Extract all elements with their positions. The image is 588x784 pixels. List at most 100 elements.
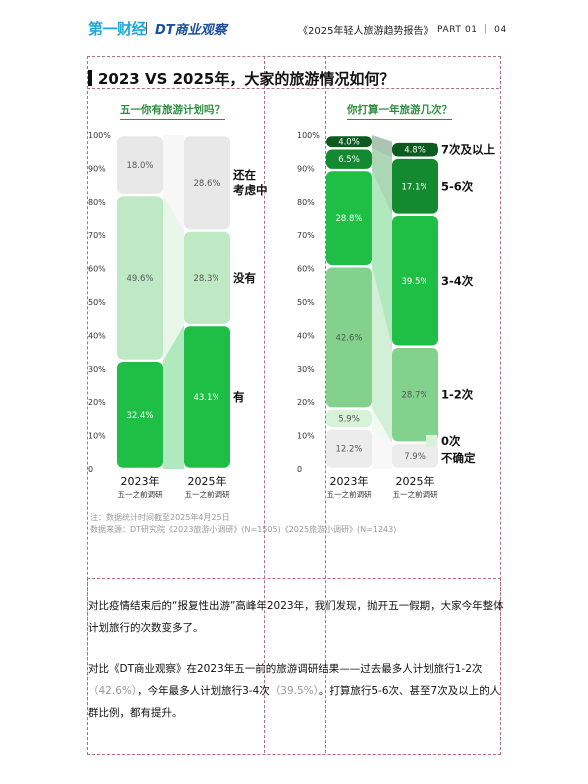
chart1-category-1: 2025年 (188, 474, 227, 488)
chart1-ytick-4: 40% (88, 331, 106, 340)
paragraph-2-pct2: （39.5%） (269, 685, 319, 697)
chart2-bar-0-0 (326, 429, 372, 468)
chart2-value-label-1-0: 7.9% (404, 452, 426, 462)
paragraph-2-part1: 对比《DT商业观察》在2023年五一前的旅游调研结果——过去最多人计划旅行1-2… (88, 663, 483, 675)
chart2-value-label-1-2: 28.7% (401, 391, 428, 401)
chart2-title: 你打算一年旅游几次？ (347, 102, 452, 120)
chart1-bar-1-2 (184, 136, 230, 230)
chart2-band-0 (372, 428, 392, 469)
chart2-ytick-10: 100% (297, 131, 320, 140)
chart1-band-2 (163, 135, 184, 231)
chart2-value-label-0-5: 4.0% (338, 138, 360, 148)
chart1-band-1 (163, 195, 184, 361)
chart1-category-sub-0: 五一之前调研 (118, 489, 163, 499)
chart2-bar-0-3 (326, 171, 372, 266)
chart2-bar-1-4 (392, 158, 438, 214)
chart2-category-sub-0: 五一之前调研 (327, 489, 372, 499)
chart2-legend-label-2: 3-4次 (441, 274, 474, 288)
chart1-bar-0-1 (117, 196, 163, 360)
chart1-value-label-0-0: 32.4% (126, 411, 153, 421)
chart2-bar-1-3 (392, 216, 438, 346)
chart1-legend-label2-0: 考虑中 (233, 183, 268, 197)
paragraph-1: 对比疫情结束后的“报复性出游”高峰年2023年，我们发现，抛开五一假期，大家今年… (88, 600, 504, 634)
chart1-value-label-1-0: 43.1% (193, 393, 220, 403)
chart2-bar-0-1 (326, 409, 372, 428)
chart1-ytick-10: 100% (88, 131, 111, 140)
note-source: 数据来源：DT研究院《2023旅游小调研》(N=1505)《2025旅游小调研》… (90, 525, 397, 534)
chart2-ytick-0: 0 (297, 465, 302, 474)
chart2-category-1: 2025年 (396, 474, 435, 488)
chart1-bar-1-1 (184, 231, 230, 324)
chart2-ytick-4: 40% (297, 331, 315, 340)
yicai-logo: 第一财经 (88, 20, 147, 38)
chart1-ytick-6: 60% (88, 265, 106, 274)
chart1-legend-label-2: 有 (233, 390, 245, 404)
chart1-value-label-0-2: 18.0% (126, 161, 153, 171)
chart1-legend-swatch-0 (218, 169, 229, 180)
chart1-ytick-0: 0 (88, 465, 93, 474)
section-title: 2023 VS 2025年，大家的旅游情况如何？ (88, 68, 394, 89)
chart1-ytick-7: 70% (88, 231, 106, 240)
chart1-category-sub-1: 五一之前调研 (185, 489, 230, 499)
chart1-value-label-0-1: 49.6% (126, 274, 153, 284)
chart1-ytick-2: 20% (88, 398, 106, 407)
chart2-band-2 (372, 266, 392, 443)
chart2-ytick-9: 90% (297, 164, 315, 173)
chart2-bar-0-2 (326, 267, 372, 408)
chart2-legend-label-0: 7次及以上 (441, 143, 496, 157)
chart2-value-label-1-5: 4.8% (404, 146, 426, 156)
chart2-legend-label-5: 不确定 (441, 451, 476, 465)
chart2-legend-label-3: 1-2次 (441, 388, 474, 402)
chart1-bar-1-0 (184, 326, 230, 468)
chart1-category-0: 2023年 (121, 474, 160, 488)
chart1-legend-swatch-1 (218, 271, 229, 283)
chart2-value-label-0-4: 6.5% (338, 155, 360, 165)
chart2-value-label-0-2: 42.6% (335, 333, 362, 343)
chart2-ytick-2: 20% (297, 398, 315, 407)
chart2-value-label-0-0: 12.2% (335, 445, 362, 455)
chart2-band-4 (372, 148, 392, 215)
chart2-band-1 (372, 408, 392, 443)
chart2-band-5 (372, 135, 392, 158)
chart1-bar-0-2 (117, 136, 163, 194)
chart2-legend-swatch-1 (426, 180, 437, 192)
chart1-bar-0-0 (117, 361, 163, 468)
chart1-ytick-8: 80% (88, 198, 106, 207)
chart2-value-label-1-4: 17.1% (401, 182, 428, 192)
chart2-bar-0-4 (326, 149, 372, 169)
chart2-ytick-6: 60% (297, 265, 315, 274)
chart1-ytick-1: 10% (88, 432, 106, 441)
chart2-bar-1-2 (392, 347, 438, 442)
chart2-ytick-7: 70% (297, 231, 315, 240)
paragraph-2: 对比《DT商业观察》在2023年五一前的旅游调研结果——过去最多人计划旅行1-2… (88, 658, 506, 724)
paragraph-2-part3: 。打算旅行5-6次、甚至7次及以上的人群比例，都有提升。 (88, 685, 501, 719)
chart2-bar-0-5 (326, 136, 372, 148)
chart2-legend-label-4: 0次 (441, 434, 461, 448)
charts-svg: 0 10% 20% 30% 40% 50% 60% 70% 80% 90% 100% 32.4% 49.… (88, 131, 496, 499)
chart2-legend-label-1: 5-6次 (441, 179, 474, 193)
chart2-legend-swatch-4 (426, 435, 437, 446)
chart2-ytick-8: 80% (297, 198, 315, 207)
chart2-ytick-1: 10% (297, 432, 315, 441)
chart1-legend-swatch-2 (218, 391, 229, 403)
page-header: 第一财经 DT商业观察 《2025年轻人旅游趋势报告》 PART 01 ｜ 04 (0, 0, 588, 50)
chart2-category-0: 2023年 (330, 474, 369, 488)
chart1-band-0 (163, 325, 184, 469)
report-title: 《2025年轻人旅游趋势报告》 (298, 26, 434, 37)
chart1-ytick-9: 90% (88, 164, 106, 173)
logo-divider (146, 22, 147, 34)
chart2-value-label-1-3: 39.5% (401, 277, 428, 287)
chart1-legend-label-0: 还在 (232, 168, 256, 182)
chart1-ytick-3: 30% (88, 365, 106, 374)
chart1-value-label-1-2: 28.6% (193, 179, 220, 189)
chart2-band-3 (372, 170, 392, 347)
chart2-ytick-3: 30% (297, 365, 315, 374)
chart2-legend-swatch-5 (426, 452, 437, 463)
chart2-value-label-0-1: 5.9% (338, 414, 360, 424)
note-date: 注：数据统计时间截至2025年4月25日 (90, 513, 230, 522)
dt-logo: DT商业观察 (155, 23, 227, 38)
chart1-legend-label-1: 没有 (233, 271, 256, 285)
chart2-legend-swatch-2 (426, 274, 437, 286)
paragraph-2-pct1: （42.6%） (88, 685, 138, 697)
chart1-ytick-5: 50% (88, 298, 106, 307)
